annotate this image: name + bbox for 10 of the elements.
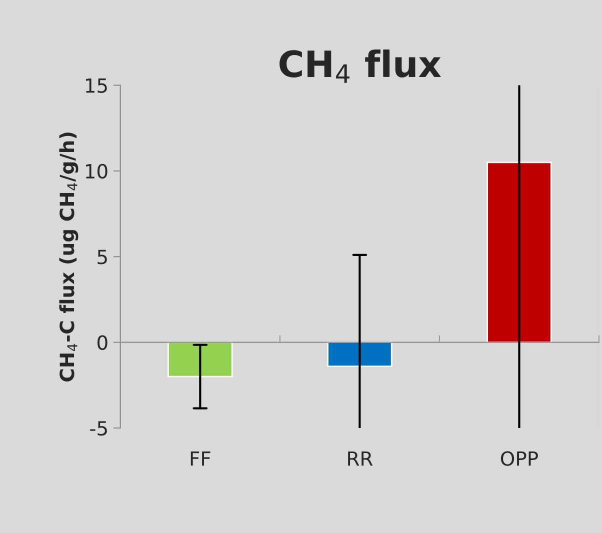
x-tick-label: FF [190, 451, 210, 466]
y-tick-label: 10 [86, 164, 108, 179]
chart-title: CH$_{4}$ flux [280, 50, 441, 83]
y-tick-label: 5 [98, 250, 107, 264]
y-tick-label: -5 [90, 421, 107, 436]
x-tick-label: RR [348, 451, 373, 466]
y-tick-label: 0 [98, 335, 108, 350]
x-tick-label: OPP [500, 451, 538, 466]
y-axis-title: CH$_{4}$-C flux (ug CH$_{4}$/g/h) [59, 132, 78, 382]
y-tick-label: 15 [86, 78, 107, 93]
